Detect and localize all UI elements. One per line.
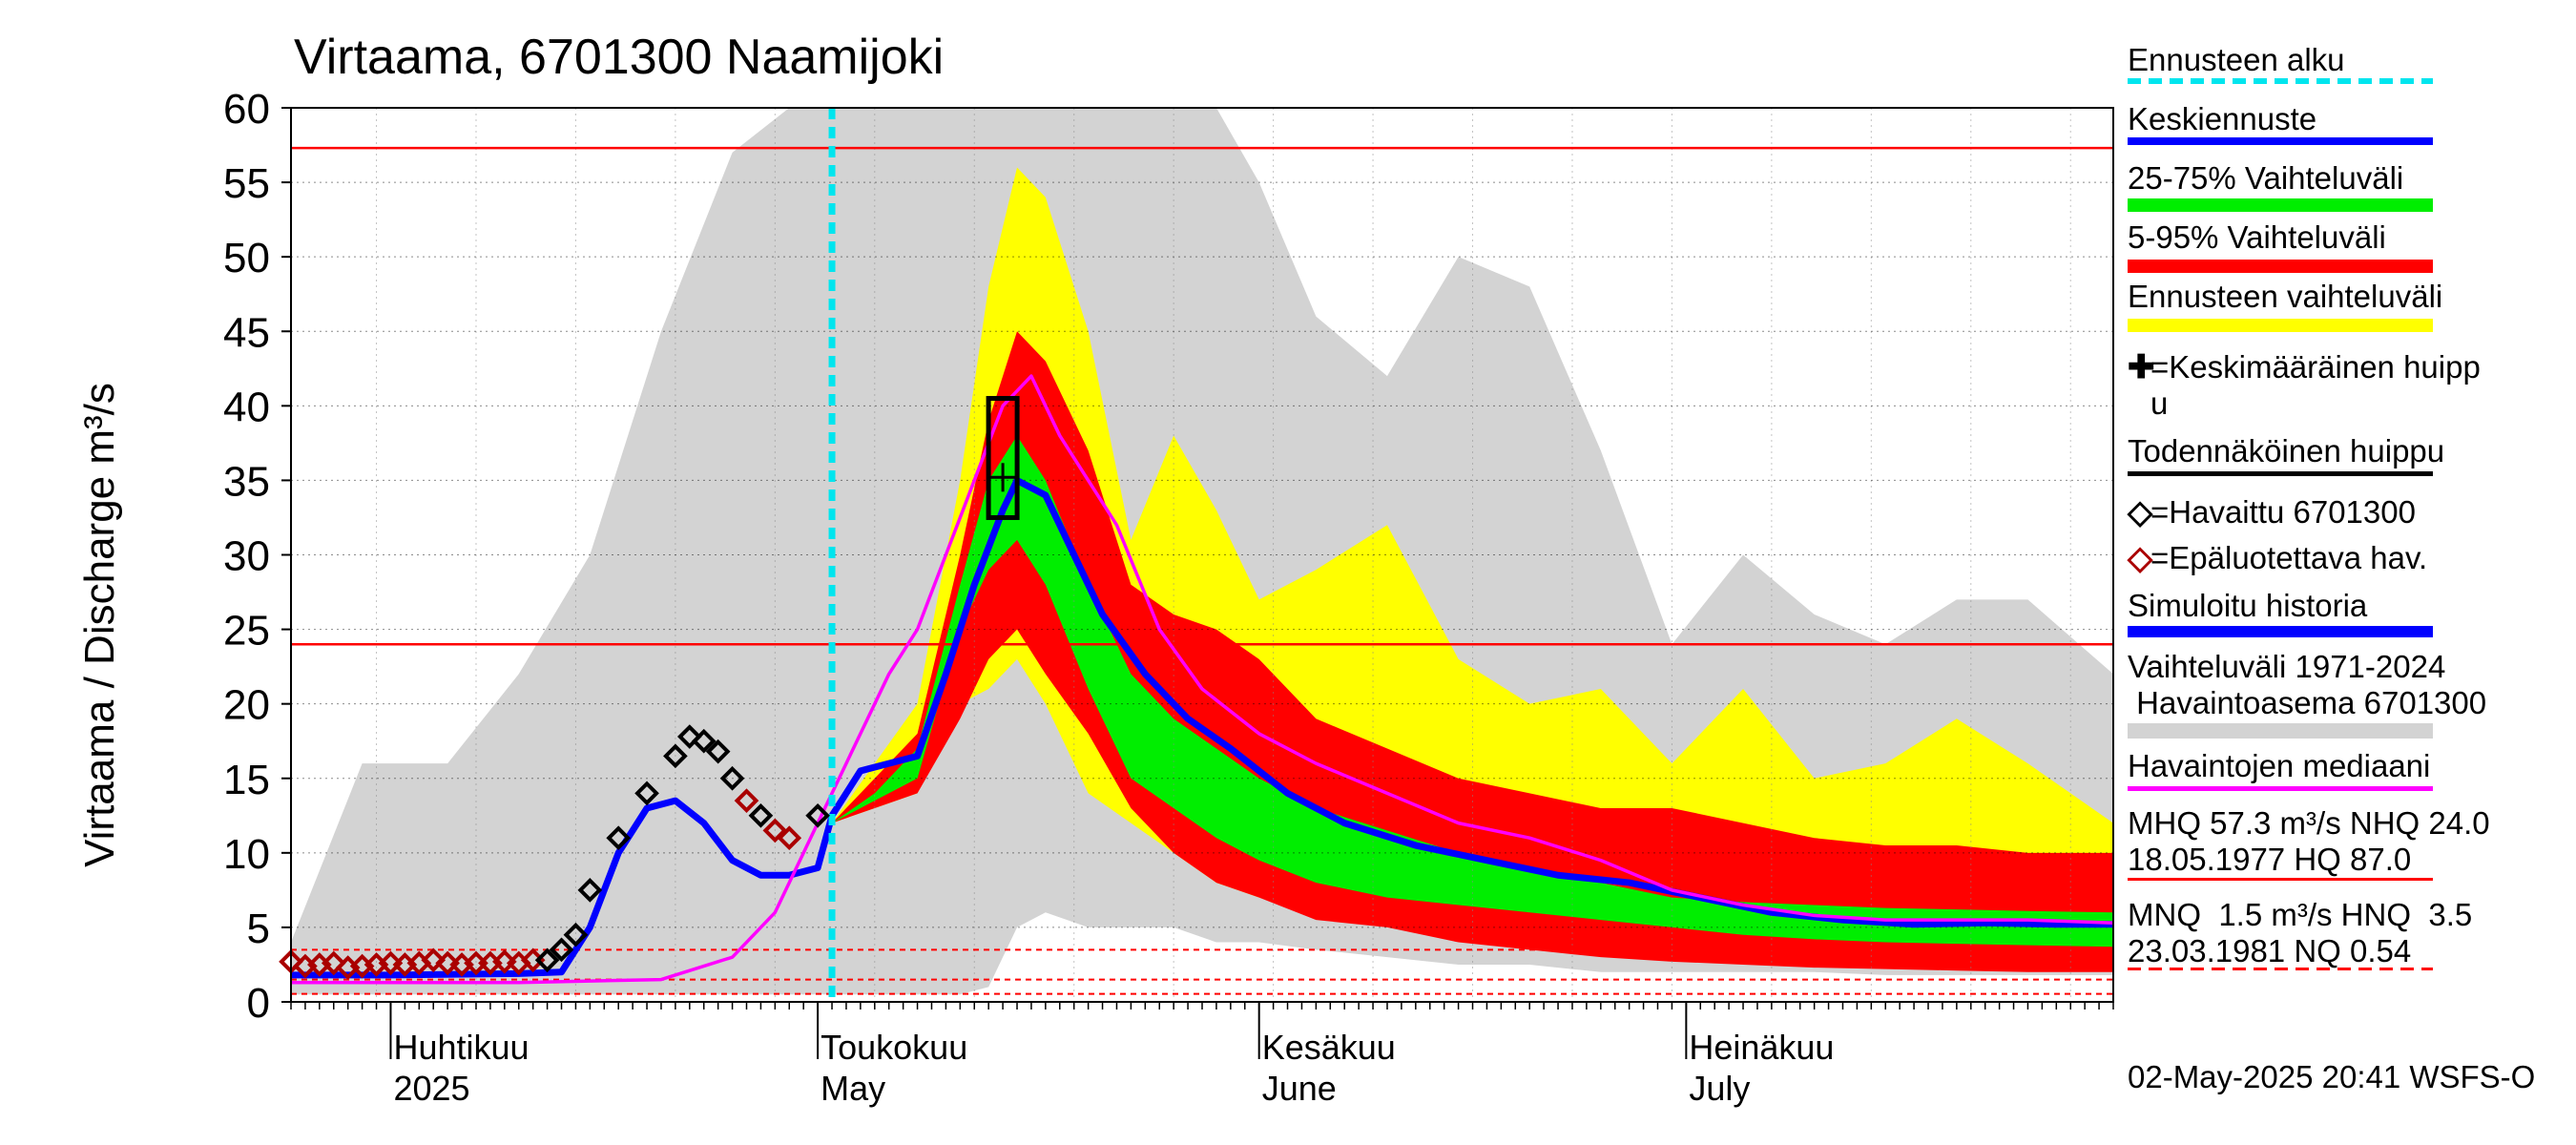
unreliable-point (734, 788, 759, 814)
y-tick-label: 0 (247, 980, 270, 1027)
unreliable-point (321, 950, 346, 976)
legend-label: Todennäköinen huippu (2128, 433, 2445, 468)
unreliable-point (491, 949, 517, 974)
chart-title: Virtaama, 6701300 Naamijoki (294, 30, 945, 85)
y-tick-label: 35 (223, 458, 270, 505)
y-tick-label: 40 (223, 384, 270, 430)
y-tick-label: 20 (223, 682, 270, 729)
legend-label: Keskiennuste (2128, 101, 2317, 136)
observed-point (606, 825, 632, 851)
x-month-label: Kesäkuu (1262, 1028, 1396, 1067)
series-line-median (291, 374, 2113, 985)
legend-swatch (2128, 319, 2433, 332)
legend-label: 25-75% Vaihteluväli (2128, 160, 2404, 196)
legend-swatch (2128, 198, 2433, 212)
x-month-sublabel: June (1262, 1069, 1337, 1108)
legend-label: =Keskimääräinen huipp u (2150, 349, 2481, 421)
unreliable-point (421, 947, 447, 973)
x-month-label: Huhtikuu (393, 1028, 529, 1067)
observed-point (805, 802, 830, 828)
observed-point (534, 947, 560, 973)
unreliable-point (777, 825, 802, 851)
plot-content (291, 108, 2113, 1002)
legend-label: Vaihteluväli 1971-2024 Havaintoasema 670… (2128, 649, 2487, 720)
p5-95-band (832, 331, 2113, 972)
probable-peak-box (986, 396, 1020, 520)
diamond-marker-icon: ◇ (2128, 540, 2153, 576)
plot-area (279, 108, 2113, 1002)
x-month-sublabel: May (821, 1069, 885, 1108)
observed-point (691, 728, 717, 754)
legend-swatch (2128, 260, 2433, 273)
legend-swatch (2128, 137, 2433, 145)
x-month-label: Heinäkuu (1689, 1028, 1834, 1067)
legend-label: MNQ 1.5 m³/s HNQ 3.5 23.03.1981 NQ 0.54 (2128, 897, 2473, 968)
timestamp-footer: 02-May-2025 20:41 WSFS-O (2128, 1059, 2536, 1094)
observed-point (676, 724, 702, 749)
observed-point (634, 781, 659, 806)
y-tick-label: 60 (223, 86, 270, 133)
y-tick-label: 25 (223, 608, 270, 655)
unreliable-point (378, 950, 404, 976)
y-tick-label: 15 (223, 757, 270, 803)
observed-point (663, 743, 688, 769)
legend-swatch (2128, 968, 2433, 970)
legend-label: 5-95% Vaihteluväli (2128, 219, 2386, 255)
legend-swatch (2128, 626, 2433, 637)
legend-swatch (2128, 471, 2433, 476)
y-tick-label: 45 (223, 309, 270, 356)
x-month-sublabel: 2025 (393, 1069, 469, 1108)
observed-point (549, 937, 574, 963)
legend-label: Simuloitu historia (2128, 588, 2368, 623)
y-axis-label: Virtaama / Discharge m³/s (76, 383, 123, 867)
legend-label: Ennusteen alku (2128, 42, 2345, 77)
series-line-mean-forecast (829, 476, 2113, 928)
observed-point (748, 802, 774, 828)
observed-point (577, 878, 603, 903)
legend-swatch (2128, 78, 2433, 84)
observed-point (705, 739, 731, 764)
observed-point (563, 922, 589, 947)
y-tick-label: 5 (247, 906, 270, 952)
y-tick-label: 50 (223, 235, 270, 281)
axes: 051015202530354045505560Huhtikuu2025Touk… (223, 86, 2114, 1108)
legend-swatch (2128, 878, 2433, 881)
unreliable-point (435, 950, 460, 976)
observed-point (719, 765, 745, 791)
diamond-marker-icon: ◇ (2128, 494, 2153, 531)
legend-label: =Havaittu 6701300 (2150, 494, 2416, 530)
x-month-label: Toukokuu (821, 1028, 967, 1067)
legend-swatch (2128, 723, 2433, 739)
y-tick-label: 55 (223, 160, 270, 207)
series-line-simulated-history (291, 797, 836, 979)
plus-marker-icon: ✚ (2128, 349, 2155, 385)
y-tick-label: 10 (223, 831, 270, 878)
y-tick-label: 30 (223, 533, 270, 580)
legend-label: =Epäluotettava hav. (2150, 540, 2428, 575)
legend-label: MHQ 57.3 m³/s NHQ 24.0 18.05.1977 HQ 87.… (2128, 805, 2490, 877)
x-month-sublabel: July (1689, 1069, 1750, 1108)
unreliable-point (762, 818, 788, 843)
legend-label: Havaintojen mediaani (2128, 748, 2431, 783)
legend-label: Ennusteen vaihteluväli (2128, 279, 2443, 314)
legend-swatch (2128, 786, 2433, 791)
